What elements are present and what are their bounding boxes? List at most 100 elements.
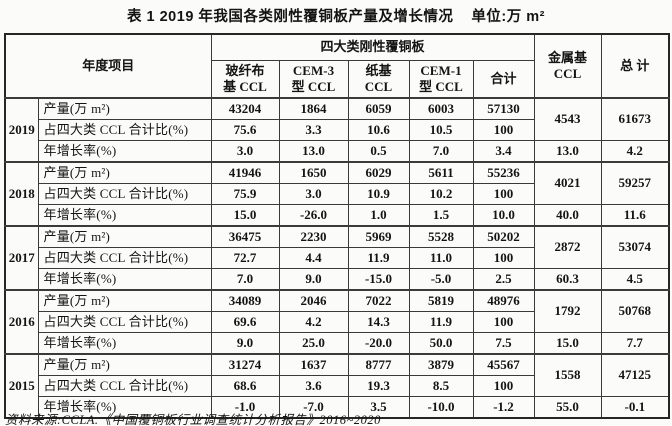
row-label: 占四大类 CCL 合计比(%) [37, 119, 212, 141]
table-row: 占四大类 CCL 合计比(%) 68.6 3.6 19.3 8.5 100 [5, 375, 669, 397]
value-cell: 7.0 [408, 140, 474, 163]
value-cell: -10.0 [408, 396, 474, 419]
value-cell: -1.2 [472, 396, 535, 419]
total-growth-cell: 11.6 [600, 204, 670, 227]
value-cell: 45567 [472, 353, 535, 376]
value-cell: 2.5 [472, 268, 535, 291]
table-title: 表 1 2019 年我国各类刚性覆铜板产量及增长情况 [127, 9, 454, 25]
value-cell: 1.0 [347, 204, 410, 227]
row-label: 产量(万 m²) [37, 289, 212, 312]
value-cell: 3.3 [278, 119, 349, 141]
table-row: 占四大类 CCL 合计比(%) 69.6 4.2 14.3 11.9 100 [5, 311, 669, 333]
value-cell: 10.9 [347, 183, 410, 205]
value-cell: 3.6 [278, 375, 349, 397]
metal-production-cell: 2872 [533, 225, 602, 269]
value-cell: 5819 [408, 289, 474, 312]
row-label: 年增长率(%) [37, 140, 212, 163]
table-row: 年增长率(%) 3.0 13.0 0.5 7.0 3.4 13.0 4.2 [5, 140, 670, 163]
value-cell: 41946 [210, 161, 280, 184]
total-growth-cell: 4.2 [600, 140, 670, 163]
header-total: 总 计 [600, 33, 670, 99]
year-cell: 2015 [4, 353, 39, 419]
value-cell: 31274 [210, 353, 280, 376]
value-cell: 1.5 [408, 204, 474, 227]
row-label: 占四大类 CCL 合计比(%) [37, 375, 212, 397]
value-cell: 100 [472, 119, 535, 141]
year-cell: 2019 [4, 97, 39, 163]
value-cell: 100 [472, 375, 535, 397]
value-cell: 14.3 [347, 311, 410, 333]
value-cell: 48976 [472, 289, 535, 312]
value-cell: 7.0 [210, 268, 280, 291]
value-cell: 69.6 [210, 311, 280, 333]
value-cell: 34089 [210, 289, 280, 312]
table-row: 年增长率(%) 15.0 -26.0 1.0 1.5 10.0 40.0 11.… [5, 204, 670, 227]
metal-growth-cell: 13.0 [533, 140, 602, 163]
row-label: 占四大类 CCL 合计比(%) [37, 183, 212, 205]
year-cell: 2017 [4, 225, 39, 291]
value-cell: 43204 [210, 97, 280, 120]
value-cell: 50.0 [408, 332, 474, 355]
table-row: 占四大类 CCL 合计比(%) 75.9 3.0 10.9 10.2 100 [5, 183, 669, 205]
table-row: 2018 产量(万 m²) 41946 1650 6029 5611 55236… [4, 161, 670, 227]
value-cell: 5611 [408, 161, 474, 184]
metal-growth-cell: 15.0 [533, 332, 602, 355]
value-cell: 10.0 [472, 204, 535, 227]
header-year-item: 年度项目 [4, 33, 212, 99]
value-cell: 9.0 [278, 268, 349, 291]
value-cell: 1864 [278, 97, 349, 120]
value-cell: 3.0 [210, 140, 280, 163]
value-cell: 50202 [472, 225, 535, 248]
value-cell: 6029 [347, 161, 410, 184]
table-row: 2016 产量(万 m²) 34089 2046 7022 5819 48976… [4, 289, 670, 355]
value-cell: 15.0 [210, 204, 280, 227]
value-cell: 68.6 [210, 375, 280, 397]
metal-growth-cell: 40.0 [533, 204, 602, 227]
value-cell: 75.6 [210, 119, 280, 141]
table-row: 2019 产量(万 m²) 43204 1864 6059 6003 57130… [4, 97, 670, 163]
header-cem1-ccl: CEM-1 型 CCL [408, 60, 474, 99]
value-cell: 5969 [347, 225, 410, 248]
row-label: 年增长率(%) [37, 204, 212, 227]
row-label: 年增长率(%) [37, 332, 212, 355]
value-cell: 2230 [278, 225, 349, 248]
table-row: 年增长率(%) 7.0 9.0 -15.0 -5.0 2.5 60.3 4.5 [5, 268, 670, 291]
value-cell: 100 [472, 183, 535, 205]
value-cell: -15.0 [347, 268, 410, 291]
value-cell: 4.2 [278, 311, 349, 333]
value-cell: 100 [472, 247, 535, 269]
value-cell: 8.5 [408, 375, 474, 397]
value-cell: 6059 [347, 97, 410, 120]
value-cell: -5.0 [408, 268, 474, 291]
value-cell: 3.5 [347, 396, 410, 419]
row-label: 产量(万 m²) [37, 161, 212, 184]
value-cell: 7.5 [472, 332, 535, 355]
value-cell: 11.0 [408, 247, 474, 269]
production-table: 年度项目 四大类刚性覆铜板 金属基 CCL 总 计 玻纤布 基 CCL CEM-… [4, 33, 671, 419]
value-cell: 2046 [278, 289, 349, 312]
value-cell: 75.9 [210, 183, 280, 205]
header-paper-ccl: 纸基 CCL [347, 60, 410, 99]
row-label: 占四大类 CCL 合计比(%) [37, 311, 212, 333]
value-cell: 3879 [408, 353, 474, 376]
value-cell: 10.2 [408, 183, 474, 205]
row-label: 产量(万 m²) [37, 97, 212, 120]
year-cell: 2018 [4, 161, 39, 227]
value-cell: 19.3 [347, 375, 410, 397]
value-cell: 11.9 [408, 311, 474, 333]
total-production-cell: 47125 [600, 353, 670, 397]
value-cell: 13.0 [278, 140, 349, 163]
value-cell: 25.0 [278, 332, 349, 355]
total-production-cell: 53074 [600, 225, 670, 269]
row-label: 占四大类 CCL 合计比(%) [37, 247, 212, 269]
value-cell: -1.0 [210, 396, 280, 419]
header-group: 四大类刚性覆铜板 [210, 33, 535, 61]
header-row-1: 年度项目 四大类刚性覆铜板 金属基 CCL 总 计 [4, 33, 670, 99]
table-row: 占四大类 CCL 合计比(%) 72.7 4.4 11.9 11.0 100 [5, 247, 669, 269]
year-cell: 2016 [4, 289, 39, 355]
total-growth-cell: -0.1 [600, 396, 670, 419]
header-cem3-ccl: CEM-3 型 CCL [278, 60, 349, 99]
total-production-cell: 59257 [600, 161, 670, 205]
value-cell: -20.0 [347, 332, 410, 355]
value-cell: -26.0 [278, 204, 349, 227]
